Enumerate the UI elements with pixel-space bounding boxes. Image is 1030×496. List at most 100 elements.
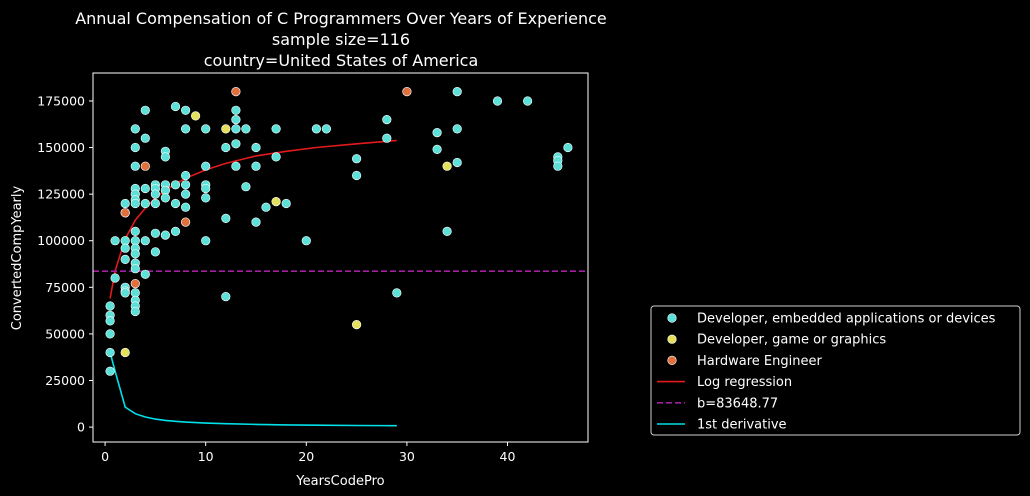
hardware-engineer-point [181,217,191,227]
embedded-dev-point [241,182,251,192]
embedded-dev-point [105,301,115,311]
embedded-dev-point [221,213,231,223]
embedded-dev-point [432,144,442,154]
embedded-dev-point [140,133,150,143]
embedded-dev-point [321,124,332,134]
x-tick-label: 20 [298,449,314,464]
plot-frame [92,72,589,443]
y-tick-label: 175000 [37,93,85,108]
embedded-dev-point [130,264,140,274]
embedded-dev-point [181,124,191,134]
embedded-dev-point [130,124,140,134]
embedded-dev-point [120,198,130,209]
embedded-dev-point [150,198,160,209]
embedded-dev-point [130,161,140,171]
embedded-dev-point [352,170,362,181]
hardware-engineer-point [140,161,150,171]
embedded-dev-point [130,226,140,236]
y-axis-label: ConvertedCompYearly [10,185,25,330]
embedded-dev-point [231,105,241,115]
y-tick-label: 75000 [45,280,85,295]
embedded-dev-point [271,152,281,162]
plot-area [93,86,588,427]
embedded-dev-point [442,226,452,236]
embedded-dev-point [181,202,191,212]
embedded-dev-point [563,142,573,153]
y-tick-label: 50000 [45,326,85,341]
embedded-dev-point [181,105,191,115]
embedded-dev-point [311,124,322,134]
embedded-dev-point [150,228,160,238]
embedded-dev-point [201,124,211,134]
embedded-dev-point [181,180,191,190]
legend-embedded-dev-label: Developer, embedded applications or devi… [697,312,996,327]
first-derivative-line [109,352,397,427]
game-dev-point [221,124,231,134]
x-tick-label: 30 [399,449,415,464]
embedded-dev-point [130,142,140,153]
embedded-dev-point [120,254,130,264]
embedded-dev-point [170,101,181,112]
embedded-dev-point [251,142,261,153]
y-tick-label: 125000 [37,187,85,202]
embedded-dev-point [140,269,150,279]
embedded-dev-point [170,180,181,190]
embedded-dev-point [201,236,211,246]
game-dev-point [191,111,201,121]
y-tick-label: 150000 [37,140,85,155]
hardware-engineer-point [130,279,140,289]
embedded-dev-point [271,124,281,134]
embedded-dev-point [160,193,170,203]
embedded-dev-point [251,161,261,171]
embedded-dev-point [301,236,311,246]
legend-game-dev-label: Developer, game or graphics [697,333,886,348]
chart-title-line-1: Annual Compensation of C Programmers Ove… [75,9,607,28]
embedded-dev-point [105,366,115,376]
game-dev-point [352,320,362,330]
legend-box [650,305,1021,436]
embedded-dev-point [392,288,402,298]
embedded-dev-point [452,124,462,134]
embedded-dev-point [120,288,130,298]
embedded-dev-point [251,217,261,227]
embedded-dev-point [522,96,533,106]
embedded-dev-point [201,193,211,203]
embedded-dev-point [150,247,160,257]
embedded-dev-point [231,139,241,149]
embedded-dev-point [140,236,150,246]
x-tick-label: 0 [101,449,109,464]
embedded-dev-point [150,189,160,199]
embedded-dev-point [553,161,563,171]
embedded-dev-point [231,161,241,171]
embedded-dev-point [105,329,115,339]
legend-hardware-engineer-label: Hardware Engineer [697,354,822,369]
embedded-dev-point [170,198,181,209]
embedded-dev-point [221,292,231,302]
embedded-dev-point [492,96,503,106]
embedded-dev-point [231,114,241,125]
legend: Developer, embedded applications or devi… [650,305,1021,436]
x-tick-label: 10 [198,449,214,464]
legend-first-derivative-label: 1st derivative [697,418,787,433]
embedded-dev-point [181,170,191,181]
embedded-dev-point [231,124,241,134]
embedded-dev-point [352,154,362,164]
embedded-dev-point [105,316,115,326]
embedded-dev-point [105,347,115,358]
embedded-dev-point [160,152,170,162]
y-tick-label: 100000 [37,233,85,248]
embedded-dev-point [382,114,392,125]
embedded-dev-point [160,230,170,240]
legend-log-regression-label: Log regression [697,375,792,390]
embedded-dev-point [221,142,231,153]
x-axis-label: YearsCodePro [295,474,384,489]
embedded-dev-point [120,243,130,253]
embedded-dev-point [181,189,191,199]
embedded-dev-point [110,236,120,246]
hardware-engineer-point [402,86,412,97]
embedded-dev-point [281,198,291,209]
game-dev-point [271,197,281,207]
y-tick-label: 0 [77,420,85,435]
embedded-dev-point [261,202,271,212]
